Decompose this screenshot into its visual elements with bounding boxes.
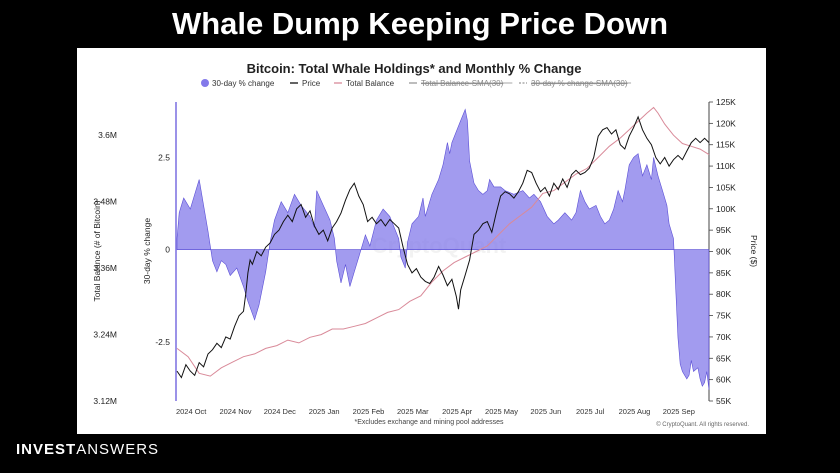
balance-tick-label: 3.6M [98,130,117,140]
balance-tick-label: 3.12M [93,396,117,406]
legend: 30-day % change Price Total Balance Total B… [201,79,632,88]
price-tick-label: 110K [716,161,736,171]
brand-part-1: INVEST [16,441,77,458]
legend-item-2[interactable]: Total Balance [334,79,395,88]
area-layer [176,108,710,390]
price-tick-label: 90K [716,247,731,257]
price-tick-label: 85K [716,268,731,278]
legend-label: Price [302,79,321,88]
pct-tick-label: 0 [165,245,170,255]
balance-tick-label: 3.48M [93,197,117,207]
price-tick-label: 65K [716,353,731,363]
pct-axis: 2.5 0 -2.5 [155,152,170,347]
price-tick-label: 70K [716,332,731,342]
brand-logo: INVESTANSWERS [16,441,159,458]
price-tick-label: 75K [716,311,731,321]
price-tick-label: 60K [716,375,731,385]
legend-item-3[interactable]: Total Balance-SMA(30) [409,79,513,88]
x-tick-label: 2025 Apr [442,407,473,416]
series-total-balance-line [176,106,710,377]
x-axis: 2024 Oct 2024 Nov 2024 Dec 2025 Jan 2025 Feb… [176,407,695,416]
price-axis: 125K 120K 115K 110K 105K 100K 95K 90K 85K 80K 75K 7… [709,97,736,406]
legend-item-4[interactable]: 30-day % change-SMA(30) [519,79,632,88]
price-tick-label: 80K [716,289,731,299]
headline: Whale Dump Keeping Price Down [171,6,669,41]
price-axis-label: Price ($) [749,235,759,267]
legend-label: Total Balance-SMA(30) [421,79,504,88]
x-tick-label: 2025 Sep [663,407,695,416]
x-tick-label: 2024 Nov [219,407,251,416]
price-tick-label: 115K [716,140,736,150]
footnote: *Excludes exchange and mining pool addre… [354,419,504,426]
pct-tick-label: 2.5 [158,152,170,162]
x-tick-label: 2025 Jul [576,407,605,416]
balance-layer [176,106,710,377]
x-tick-label: 2025 Aug [619,407,651,416]
chart-title: Bitcoin: Total Whale Holdings* and Month… [247,61,582,76]
legend-label: 30-day % change [212,79,275,88]
x-tick-label: 2024 Dec [264,407,296,416]
pct-tick-label: -2.5 [155,337,170,347]
x-tick-label: 2025 Feb [353,407,385,416]
price-layer [176,115,710,379]
price-tick-label: 55K [716,396,731,406]
chart-card: Bitcoin: Total Whale Holdings* and Month… [77,48,766,434]
brand-part-2: ANSWERS [76,441,160,458]
legend-label: 30-day % change-SMA(30) [531,79,628,88]
legend-item-0[interactable]: 30-day % change [201,79,275,88]
legend-marker [201,79,209,87]
x-tick-label: 2025 Jan [309,407,340,416]
balance-axis: 3.6M 3.48M 3.36M 3.24M 3.12M [93,130,117,406]
pct-axis-label: 30-day % change [142,218,152,284]
price-tick-label: 105K [716,182,736,192]
price-tick-label: 95K [716,225,731,235]
price-tick-label: 100K [716,204,736,214]
legend-item-1[interactable]: Price [290,79,321,88]
series-price-line [176,115,710,379]
legend-label: Total Balance [346,79,395,88]
price-tick-label: 125K [716,97,736,107]
chart: Bitcoin: Total Whale Holdings* and Month… [92,61,759,428]
credit: © CryptoQuant. All rights reserved. [656,421,749,428]
balance-tick-label: 3.36M [93,263,117,273]
x-tick-label: 2024 Oct [176,407,207,416]
price-tick-label: 120K [716,118,736,128]
balance-tick-label: 3.24M [93,330,117,340]
balance-axis-label: Total Balance (# of Bitcoin) [92,200,102,301]
x-tick-label: 2025 Jun [530,407,561,416]
x-tick-label: 2025 Mar [397,407,429,416]
x-tick-label: 2025 May [485,407,518,416]
